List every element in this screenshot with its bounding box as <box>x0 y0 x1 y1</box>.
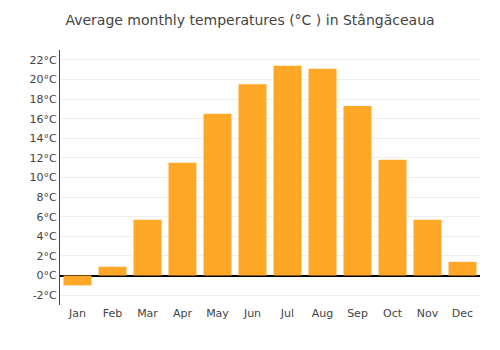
svg-text:Oct: Oct <box>383 307 403 320</box>
svg-text:Sep: Sep <box>347 307 368 320</box>
svg-text:2°C: 2°C <box>37 250 57 263</box>
svg-text:10°C: 10°C <box>30 171 57 184</box>
svg-text:Aug: Aug <box>312 307 333 320</box>
svg-text:Nov: Nov <box>417 307 439 320</box>
svg-text:Jan: Jan <box>68 307 86 320</box>
svg-text:8°C: 8°C <box>37 191 57 204</box>
svg-text:Average monthly temperatures (: Average monthly temperatures (°C ) in St… <box>65 12 434 28</box>
svg-text:Jul: Jul <box>280 307 294 320</box>
svg-text:Apr: Apr <box>173 307 193 320</box>
svg-text:Jun: Jun <box>243 307 261 320</box>
svg-text:Feb: Feb <box>103 307 122 320</box>
svg-text:6°C: 6°C <box>37 211 57 224</box>
svg-text:22°C: 22°C <box>30 54 57 67</box>
svg-text:20°C: 20°C <box>30 73 57 86</box>
svg-text:May: May <box>206 307 229 320</box>
svg-text:16°C: 16°C <box>30 113 57 126</box>
svg-text:0°C: 0°C <box>37 269 57 282</box>
svg-text:4°C: 4°C <box>37 230 57 243</box>
svg-text:14°C: 14°C <box>30 132 57 145</box>
svg-text:18°C: 18°C <box>30 93 57 106</box>
svg-text:-2°C: -2°C <box>33 289 57 302</box>
svg-text:12°C: 12°C <box>30 152 57 165</box>
svg-text:Dec: Dec <box>452 307 473 320</box>
svg-text:Mar: Mar <box>137 307 158 320</box>
